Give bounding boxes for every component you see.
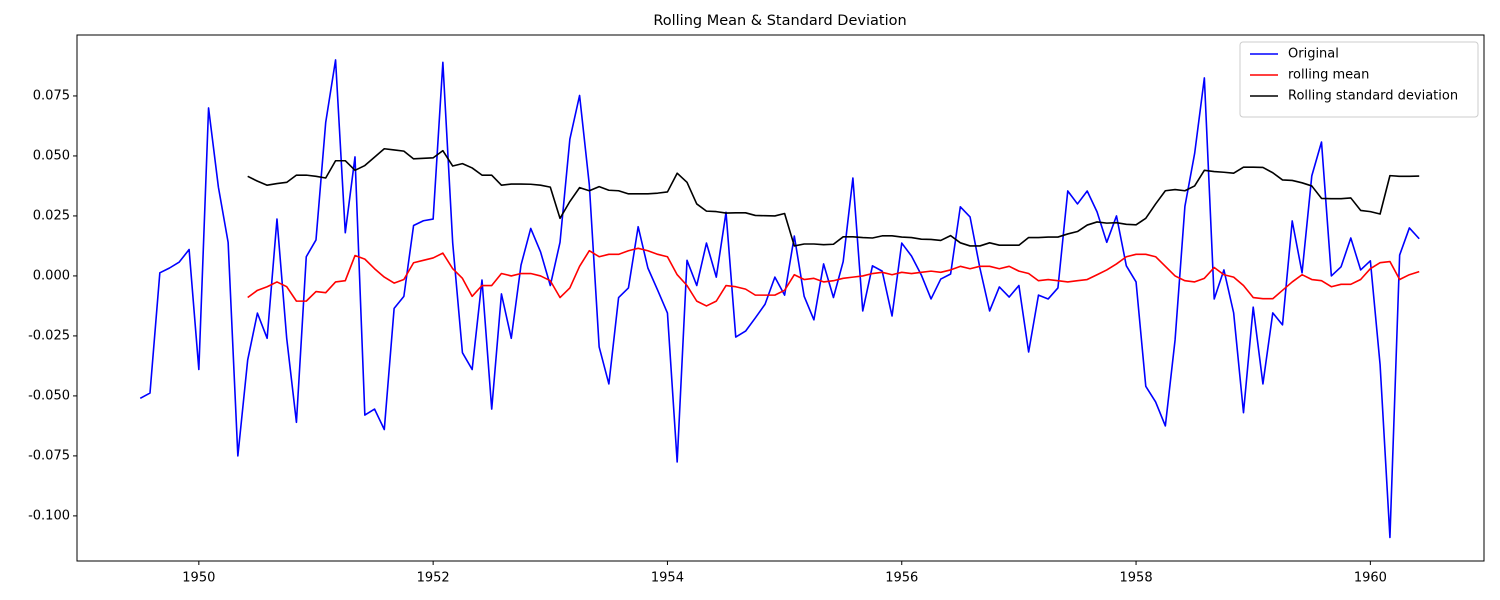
x-tick-label: 1954 xyxy=(651,571,684,586)
x-tick-label: 1950 xyxy=(182,571,215,586)
chart-title: Rolling Mean & Standard Deviation xyxy=(653,13,906,29)
y-tick-label: 0.075 xyxy=(33,88,70,103)
x-tick-label: 1956 xyxy=(885,571,918,586)
legend-label: Rolling standard deviation xyxy=(1288,89,1458,104)
x-tick-label: 1960 xyxy=(1354,571,1387,586)
y-tick-label: 0.050 xyxy=(33,148,70,163)
series-line xyxy=(247,147,1420,247)
y-tick-label: -0.050 xyxy=(28,388,70,403)
y-tick-label: 0.025 xyxy=(33,208,70,223)
y-tick-label: -0.075 xyxy=(28,448,70,463)
series-line xyxy=(247,247,1420,307)
x-tick-label: 1958 xyxy=(1120,571,1153,586)
y-tick-label: -0.100 xyxy=(28,508,70,523)
legend-label: Original xyxy=(1288,47,1339,62)
y-tick-label: 0.000 xyxy=(33,268,70,283)
y-tick-label: -0.025 xyxy=(28,328,70,343)
series-line xyxy=(139,59,1420,539)
plot-frame xyxy=(76,34,1485,562)
legend-label: rolling mean xyxy=(1288,68,1369,83)
legend-box xyxy=(1239,41,1479,118)
x-tick-label: 1952 xyxy=(417,571,450,586)
